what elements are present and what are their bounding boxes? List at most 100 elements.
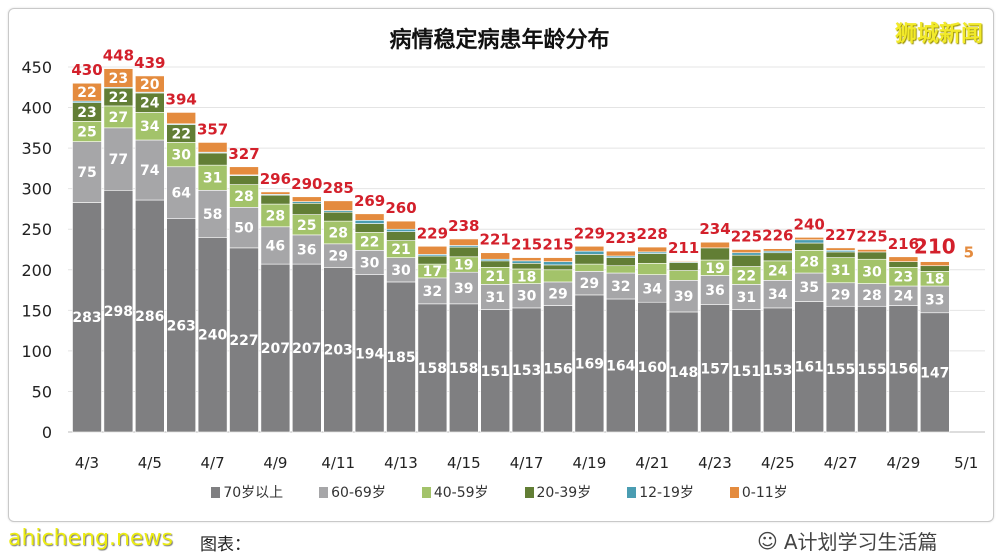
- bar-segment: [543, 305, 573, 433]
- bar-segment: [386, 257, 416, 283]
- segment-label: 32: [611, 279, 630, 295]
- site-watermark: ahicheng.news: [8, 526, 173, 551]
- x-tick-label: 4/29: [887, 454, 921, 472]
- segment-label: 157: [700, 361, 729, 377]
- segment-label: 158: [418, 361, 447, 377]
- segment-label: 30: [391, 263, 411, 279]
- bar-segment: [731, 254, 762, 267]
- bar-segment: [448, 271, 479, 305]
- total-label: 357: [197, 120, 228, 138]
- bar-segment: [386, 231, 416, 241]
- bar-segment: [825, 247, 856, 251]
- y-tick-label: 200: [21, 261, 52, 280]
- bar-segment: [888, 256, 919, 262]
- segment-label: 21: [391, 242, 410, 258]
- bar-segment: [511, 307, 542, 433]
- total-label: 221: [480, 231, 511, 249]
- segment-label: 19: [705, 261, 724, 277]
- bar-segment: [888, 261, 919, 268]
- bar-segment: [480, 309, 511, 433]
- segment-label: 28: [234, 189, 253, 205]
- bar-segment: [229, 175, 259, 185]
- bar-segment: [574, 250, 605, 255]
- segment-label: 151: [732, 364, 761, 380]
- y-tick-label: 50: [32, 382, 52, 401]
- bar-segment: [135, 75, 165, 93]
- total-label: 229: [417, 224, 448, 242]
- bar-segment: [857, 251, 887, 260]
- segment-label: 39: [674, 289, 693, 305]
- bar-segment: [668, 260, 699, 262]
- bar-segment: [72, 141, 102, 203]
- x-tick-label: 4/27: [824, 454, 858, 472]
- bar-segment: [135, 199, 165, 433]
- bar-segment: [574, 263, 605, 272]
- segment-label: 29: [328, 249, 347, 265]
- segment-label: 207: [261, 341, 290, 357]
- bar-segment: [762, 280, 793, 309]
- bar-segment: [888, 305, 919, 433]
- bar-segment: [354, 274, 385, 433]
- bar-segment: [103, 189, 134, 433]
- total-label: 290: [291, 175, 322, 193]
- bar-segment: [323, 200, 354, 211]
- bar-segment: [72, 202, 102, 433]
- bar-segment: [354, 213, 385, 221]
- segment-label: 153: [512, 363, 541, 379]
- bar-segment: [417, 255, 448, 265]
- total-label: 240: [794, 215, 825, 233]
- bar-segment: [700, 275, 730, 305]
- bar-segment: [731, 252, 762, 256]
- segment-label: 24: [894, 289, 914, 305]
- bar-segment: [605, 257, 636, 267]
- bar-segment: [103, 68, 134, 88]
- x-tick-label: 4/17: [510, 454, 544, 472]
- x-tick-label: 4/9: [263, 454, 287, 472]
- segment-label: 34: [642, 281, 662, 297]
- segment-label: 17: [423, 264, 442, 280]
- bar-segment: [511, 257, 542, 262]
- total-label: 228: [637, 225, 668, 243]
- segment-label: 18: [925, 272, 944, 288]
- segment-label: 23: [109, 71, 128, 87]
- segment-label: 22: [109, 90, 128, 106]
- y-tick-label: 0: [42, 423, 52, 442]
- segment-label: 29: [548, 287, 567, 303]
- bar-segment: [229, 207, 259, 249]
- bar-segment: [605, 298, 636, 433]
- x-tick-label: 4/13: [384, 454, 418, 472]
- total-label: 225: [731, 228, 762, 246]
- bar-segment: [260, 194, 291, 205]
- legend-swatch: [627, 486, 637, 498]
- bar-segment: [794, 239, 825, 244]
- segment-label: 77: [109, 152, 128, 168]
- segment-label: 20: [140, 77, 160, 93]
- bar-segment: [605, 250, 636, 257]
- segment-label: 36: [297, 243, 316, 259]
- total-label: 226: [762, 227, 793, 245]
- bar-segment: [291, 196, 322, 202]
- segment-label: 158: [449, 361, 478, 377]
- bar-segment: [700, 304, 730, 433]
- bar-segment: [574, 254, 605, 265]
- bar-segment: [448, 303, 479, 433]
- total-label: 216: [888, 235, 919, 253]
- x-tick-label: 4/3: [75, 454, 99, 472]
- watermark-logo: 狮城新闻: [894, 22, 983, 47]
- segment-label: 161: [795, 360, 824, 376]
- bar-segment: [135, 139, 165, 201]
- segment-label: 74: [140, 163, 160, 179]
- x-tick-label: 4/15: [447, 454, 481, 472]
- total-label: 430: [71, 61, 102, 79]
- bar-segment: [511, 262, 542, 270]
- bar-segment: [762, 252, 793, 262]
- legend-label: 40-59岁: [433, 485, 489, 501]
- bar-segment: [794, 242, 825, 251]
- segment-label: 30: [171, 148, 191, 164]
- bar-segment: [668, 270, 699, 281]
- bar-segment: [72, 82, 102, 102]
- total-label: 285: [323, 179, 354, 197]
- bar-segment: [197, 164, 228, 191]
- bar-segment: [229, 166, 259, 176]
